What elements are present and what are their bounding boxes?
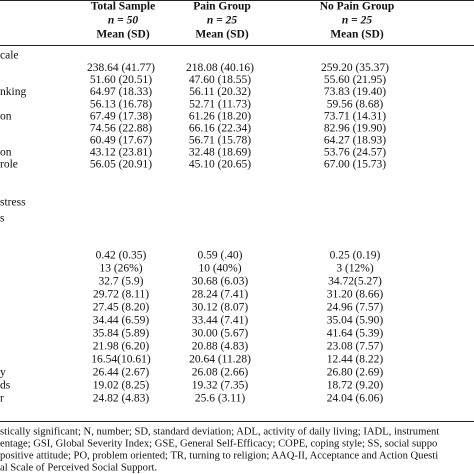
table-cell: 23.08 (7.57) xyxy=(327,341,384,353)
table-cell: 64.97 (18.33) xyxy=(90,86,152,98)
table-cell: 67.00 (15.73) xyxy=(324,159,386,171)
column-header: Total Sample xyxy=(91,1,155,13)
table-cell: 34.44 (6.59) xyxy=(93,315,150,327)
row-label: y xyxy=(0,367,6,379)
table-cell: 0.42 (0.35) xyxy=(96,250,147,262)
table-cell: 26.80 (2.69) xyxy=(327,367,384,379)
table-cell: 34.72(5.27) xyxy=(328,276,382,288)
footnote: entage; GSI, Global Severity Index; GSE,… xyxy=(0,438,437,449)
row-label: role xyxy=(0,159,18,171)
table-cell: 73.83 (19.40) xyxy=(324,86,386,98)
table-cell: 52.71 (11.73) xyxy=(189,98,251,110)
table-cell: 24.04 (6.06) xyxy=(327,393,384,405)
column-header: No Pain Group xyxy=(320,1,395,13)
table-cell: 67.49 (17.38) xyxy=(90,110,152,122)
table-cell: 27.45 (8.20) xyxy=(93,302,150,314)
table-cell: 30.00 (5.67) xyxy=(192,328,249,340)
table-cell: 32.7 (5.9) xyxy=(98,276,143,288)
footnote: stically significant; N, number; SD, sta… xyxy=(0,426,439,437)
table-cell: 31.20 (8.66) xyxy=(327,289,384,301)
table-cell: 16.54(10.61) xyxy=(91,354,151,366)
table-cell: 33.44 (7.41) xyxy=(192,315,249,327)
footnote: al Scale of Perceived Social Support. xyxy=(0,462,157,473)
table-cell: 32.48 (18.69) xyxy=(189,146,251,158)
column-header: Mean (SD) xyxy=(330,29,384,41)
table-cell: 51.60 (20.51) xyxy=(90,74,152,86)
table-cell: 26.08 (2.66) xyxy=(192,367,249,379)
table-cell: 66.16 (22.34) xyxy=(189,122,251,134)
table-cell: 47.60 (18.55) xyxy=(189,74,251,86)
table-cell: 35.04 (5.90) xyxy=(327,315,384,327)
column-header: Mean (SD) xyxy=(96,29,150,41)
table-cell: 41.64 (5.39) xyxy=(327,328,384,340)
table-cell: 3 (12%) xyxy=(336,263,374,275)
table-cell: 64.27 (18.93) xyxy=(324,134,386,146)
column-header: Pain Group xyxy=(193,1,251,13)
table-cell: 259.20 (35.37) xyxy=(321,62,389,74)
table-cell: 218.08 (40.16) xyxy=(186,62,254,74)
row-label: nking xyxy=(0,86,26,98)
table-cell: 82.96 (19.90) xyxy=(324,122,386,134)
table-cell: 53.76 (24.57) xyxy=(324,146,386,158)
table-cell: 56.05 (20.91) xyxy=(90,159,152,171)
section-label: stress xyxy=(0,197,26,209)
table-cell: 26.44 (2.67) xyxy=(93,367,150,379)
table-cell: 0.25 (0.19) xyxy=(330,250,381,262)
table-cell: 28.24 (7.41) xyxy=(192,289,249,301)
table-cell: 56.11 (20.32) xyxy=(189,86,251,98)
table-cell: 12.44 (8.22) xyxy=(327,354,384,366)
table-cell: 19.02 (8.25) xyxy=(93,380,150,392)
table-cell: 10 (40%) xyxy=(198,263,241,275)
table-cell: 18.72 (9.20) xyxy=(327,380,384,392)
column-header: Mean (SD) xyxy=(195,29,249,41)
table-cell: 73.71 (14.31) xyxy=(324,110,386,122)
table-cell: 30.12 (8.07) xyxy=(192,302,249,314)
section-label: s xyxy=(0,213,5,225)
table-cell: 20.88 (4.83) xyxy=(192,341,249,353)
table-cell: 21.98 (6.20) xyxy=(93,341,150,353)
table-cell: 55.60 (21.95) xyxy=(324,74,386,86)
row-label: r xyxy=(0,393,4,405)
table-cell: 60.49 (17.67) xyxy=(90,134,152,146)
table-cell: 13 (26%) xyxy=(99,263,142,275)
row-label: ds xyxy=(0,380,11,392)
table-cell: 24.96 (7.57) xyxy=(327,302,384,314)
table-cell: 29.72 (8.11) xyxy=(93,289,149,301)
table-cell: 43.12 (23.81) xyxy=(90,146,152,158)
table-cell: 56.71 (15.78) xyxy=(189,134,251,146)
table-cell: 238.64 (41.77) xyxy=(87,62,155,74)
table-cell: 20.64 (11.28) xyxy=(189,354,251,366)
table-cell: 35.84 (5.89) xyxy=(93,328,150,340)
column-header: n = 25 xyxy=(342,15,372,27)
table-cell: 74.56 (22.88) xyxy=(90,122,152,134)
column-header: n = 50 xyxy=(108,15,138,27)
row-label: on xyxy=(0,146,12,158)
footnote: positive attitude; PO, problem oriented;… xyxy=(0,450,438,461)
table-cell: 59.56 (8.68) xyxy=(327,98,384,110)
column-header: n = 25 xyxy=(207,15,237,27)
row-label: on xyxy=(0,110,12,122)
table-cell: 30.68 (6.03) xyxy=(192,276,249,288)
section-label: cale xyxy=(0,50,19,62)
table-cell: 19.32 (7.35) xyxy=(192,380,249,392)
table-cell: 56.13 (16.78) xyxy=(90,98,152,110)
table-cell: 0.59 (.40) xyxy=(197,250,242,262)
table-cell: 45.10 (20.65) xyxy=(189,159,251,171)
table-cell: 61.26 (18.20) xyxy=(189,110,251,122)
table-cell: 25.6 (3.11) xyxy=(195,393,246,405)
table-cell: 24.82 (4.83) xyxy=(93,393,150,405)
